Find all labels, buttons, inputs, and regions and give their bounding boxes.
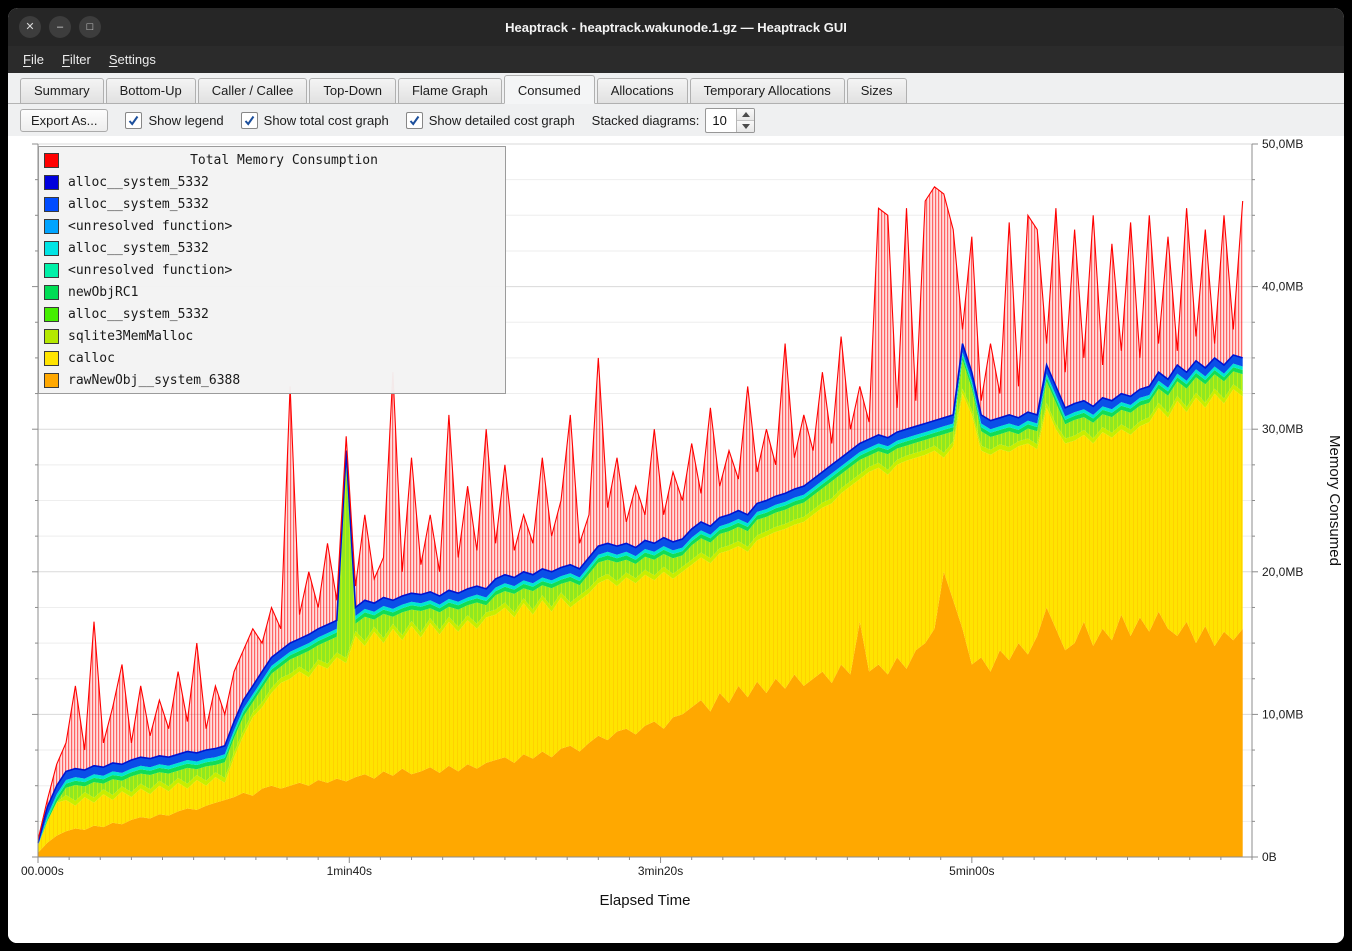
legend-item: newObjRC1 xyxy=(44,281,500,303)
y-tick-label: 20,0MB xyxy=(1262,565,1303,579)
legend-label: rawNewObj__system_6388 xyxy=(68,372,241,388)
tab-caller-callee[interactable]: Caller / Callee xyxy=(197,78,308,104)
x-tick-label: 3min20s xyxy=(638,864,683,878)
menu-settings[interactable]: Settings xyxy=(100,48,165,71)
legend-label: alloc__system_5332 xyxy=(68,196,209,212)
x-tick-label: 5min00s xyxy=(949,864,994,878)
checkbox-show-detailed-cost-graph[interactable]: Show detailed cost graph xyxy=(405,111,575,129)
checkbox-label: Show total cost graph xyxy=(263,112,389,128)
legend-swatch xyxy=(44,152,59,168)
checkbox-label: Show detailed cost graph xyxy=(428,112,575,128)
y-tick-label: 30,0MB xyxy=(1262,422,1303,436)
legend-item: calloc xyxy=(44,347,500,369)
tab-sizes[interactable]: Sizes xyxy=(846,78,907,104)
legend-label: <unresolved function> xyxy=(68,262,233,278)
legend-swatch xyxy=(44,218,59,234)
legend-swatch xyxy=(44,262,59,278)
spin-up-button[interactable] xyxy=(737,108,755,121)
tab-flame-graph[interactable]: Flame Graph xyxy=(397,78,502,104)
legend-swatch xyxy=(44,306,59,322)
stacked-diagrams-control: Stacked diagrams: 10 xyxy=(591,107,756,133)
menu-label-mnemonic: S xyxy=(108,52,118,67)
window-title: Heaptrack - heaptrack.wakunode.1.gz — He… xyxy=(505,19,847,35)
legend-item: <unresolved function> xyxy=(44,259,500,281)
legend-item: alloc__system_5332 xyxy=(44,171,500,193)
legend-swatch xyxy=(44,196,59,212)
checkbox-box xyxy=(405,111,423,129)
tab-temporary-allocations[interactable]: Temporary Allocations xyxy=(689,78,845,104)
stacked-diagrams-spinbox[interactable]: 10 xyxy=(705,107,756,133)
spin-up-icon xyxy=(741,111,750,117)
legend-swatch xyxy=(44,284,59,300)
stacked-diagrams-label: Stacked diagrams: xyxy=(591,112,700,128)
legend-label: alloc__system_5332 xyxy=(68,240,209,256)
legend-swatch xyxy=(44,328,59,344)
menu-filter[interactable]: Filter xyxy=(53,48,100,71)
close-button[interactable]: ✕ xyxy=(19,16,41,38)
spin-down-icon xyxy=(741,123,750,129)
menu-label-rest: ilter xyxy=(69,52,91,67)
legend-label: sqlite3MemMalloc xyxy=(68,328,194,344)
legend-item: alloc__system_5332 xyxy=(44,237,500,259)
x-tick-label: 00.000s xyxy=(21,864,64,878)
legend-swatch xyxy=(44,174,59,190)
tab-summary[interactable]: Summary xyxy=(20,78,104,104)
checkmark-icon xyxy=(129,115,139,126)
spinbox-buttons xyxy=(736,108,755,132)
legend-label: Total Memory Consumption xyxy=(190,152,378,168)
maximize-button[interactable]: □ xyxy=(79,16,101,38)
legend-swatch xyxy=(44,240,59,256)
legend-item: alloc__system_5332 xyxy=(44,193,500,215)
checkbox-group: Show legend Show total cost graph Show det… xyxy=(125,111,575,129)
legend-swatch xyxy=(44,350,59,366)
tab-bar: Summary Bottom-Up Caller / Callee Top-Down F… xyxy=(8,73,1344,104)
legend-item: sqlite3MemMalloc xyxy=(44,325,500,347)
legend-item: rawNewObj__system_6388 xyxy=(44,369,500,391)
checkmark-icon xyxy=(244,115,254,126)
x-axis-title: Elapsed Time xyxy=(600,892,691,909)
spin-down-button[interactable] xyxy=(737,120,755,132)
menu-file[interactable]: File xyxy=(14,48,53,71)
menubar: File Filter Settings xyxy=(8,46,1344,73)
checkbox-label: Show legend xyxy=(148,112,224,128)
tab-consumed[interactable]: Consumed xyxy=(503,75,595,104)
menu-label-rest: ettings xyxy=(117,52,156,67)
checkbox-box xyxy=(125,111,143,129)
legend-item: alloc__system_5332 xyxy=(44,303,500,325)
tab-bottom-up[interactable]: Bottom-Up xyxy=(105,78,196,104)
memory-consumption-chart[interactable]: 0B 10,0MB 20,0MB 30,0MB 40,0MB 50,0MB 00.000s 1… xyxy=(8,136,1344,943)
legend-swatch xyxy=(44,372,59,388)
legend-title-row: Total Memory Consumption xyxy=(44,149,500,171)
y-tick-label: 0B xyxy=(1262,850,1277,864)
tab-top-down[interactable]: Top-Down xyxy=(309,78,396,104)
menu-label-mnemonic: F xyxy=(61,52,70,67)
minimize-button[interactable]: – xyxy=(49,16,71,38)
checkbox-show-total-cost-graph[interactable]: Show total cost graph xyxy=(240,111,389,129)
spinbox-value: 10 xyxy=(712,112,727,128)
legend-item: <unresolved function> xyxy=(44,215,500,237)
y-tick-label: 10,0MB xyxy=(1262,707,1303,721)
legend-label: newObjRC1 xyxy=(68,284,139,300)
x-tick-label: 1min40s xyxy=(327,864,372,878)
legend-label: <unresolved function> xyxy=(68,218,233,234)
checkbox-box xyxy=(240,111,258,129)
checkmark-icon xyxy=(409,115,420,126)
chart-area: 0B 10,0MB 20,0MB 30,0MB 40,0MB 50,0MB 00.000s 1… xyxy=(8,136,1344,943)
legend-label: alloc__system_5332 xyxy=(68,306,209,322)
y-axis-title: Memory Consumed xyxy=(1326,435,1343,566)
tab-allocations[interactable]: Allocations xyxy=(596,78,688,104)
titlebar[interactable]: ✕ – □ Heaptrack - heaptrack.wakunode.1.gz … xyxy=(8,8,1344,46)
menu-label-mnemonic: F xyxy=(23,52,31,67)
y-tick-label: 40,0MB xyxy=(1262,280,1303,294)
menu-label-rest: ile xyxy=(30,52,44,67)
legend-label: calloc xyxy=(68,350,115,366)
app-window: ✕ – □ Heaptrack - heaptrack.wakunode.1.gz … xyxy=(8,8,1344,943)
toolbar: Export As... Show legend Show total cost … xyxy=(8,104,1344,136)
window-controls: ✕ – □ xyxy=(8,16,101,38)
chart-legend: Total Memory Consumption alloc__system_53… xyxy=(38,146,506,394)
y-tick-label: 50,0MB xyxy=(1262,137,1303,151)
legend-label: alloc__system_5332 xyxy=(68,174,209,190)
checkbox-show-legend[interactable]: Show legend xyxy=(125,111,224,129)
export-as-button[interactable]: Export As... xyxy=(20,108,109,132)
